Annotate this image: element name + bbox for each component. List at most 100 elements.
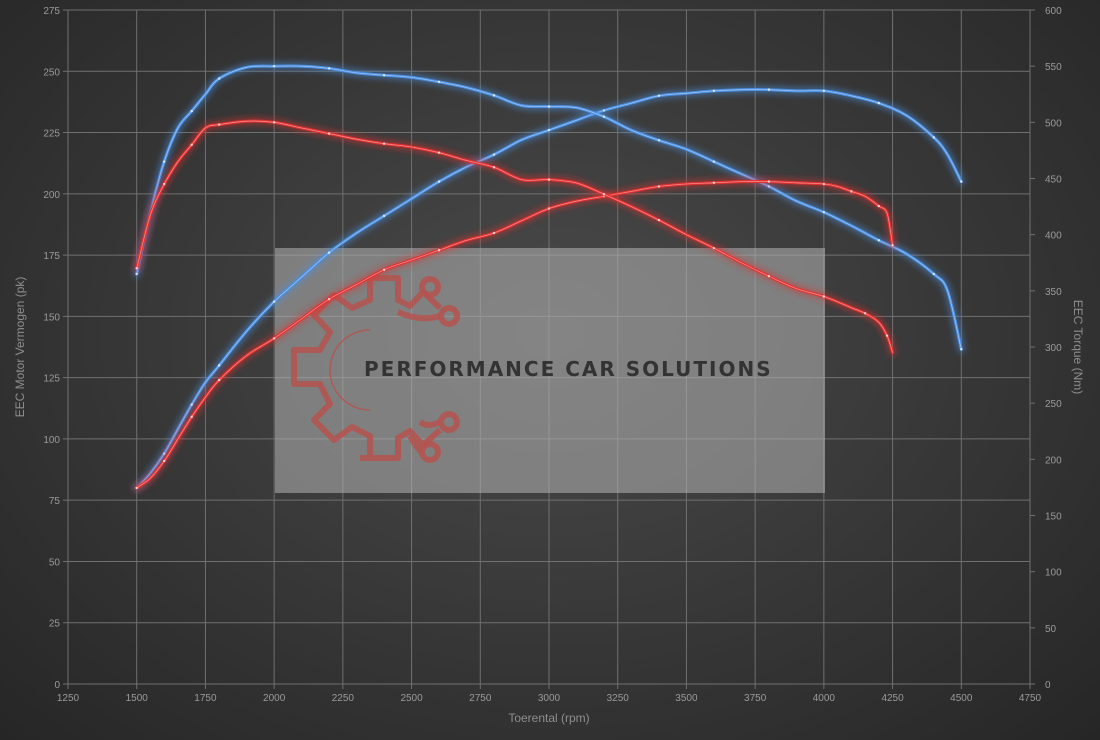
data-point [492,94,496,97]
data-point [163,182,166,186]
data-point [327,298,331,301]
data-point [437,180,441,183]
data-point [217,77,221,80]
y-tick-label: 0 [54,680,60,691]
y-tick-label: 250 [43,67,60,78]
y-tick-label: 225 [43,129,60,140]
y-tick-label: 75 [49,496,61,507]
curves [133,62,965,492]
data-point [712,89,716,93]
data-point [863,312,867,315]
data-point [327,132,331,135]
data-point [547,128,551,132]
data-point [850,190,853,193]
data-point [492,231,496,235]
data-point [767,275,771,278]
data-point [492,153,496,156]
data-point [190,109,193,113]
y2-axis-title: EEC Torque (Nm) [1071,300,1085,394]
y2-tick-label: 50 [1045,624,1057,635]
data-point [190,143,193,146]
data-point [657,218,661,222]
gear-logo-icon [291,275,460,463]
series-line-2 [133,177,897,492]
data-point [657,139,661,142]
x-tick-label: 3750 [744,693,767,704]
data-point [135,267,138,270]
data-point [327,67,331,70]
series-line-0 [133,86,965,492]
x-tick-label: 4000 [813,693,836,704]
data-point [602,193,606,196]
x-tick-label: 4250 [881,693,904,704]
data-point [547,178,551,181]
y2-tick-label: 550 [1045,62,1062,73]
data-point [437,248,441,252]
data-point [932,272,935,276]
watermark: PERFORMANCE CAR SOLUTIONS [275,248,825,493]
y2-tick-label: 400 [1045,231,1062,242]
y-axis-title: EEC Motor Vermogen (pk) [13,277,27,418]
data-point [960,348,963,351]
data-point [190,403,193,406]
series-line-1 [133,62,965,353]
x-axis-title: Toerental (rpm) [508,711,589,725]
data-point [822,211,826,214]
data-point [885,334,889,337]
data-point [437,80,441,84]
data-point [822,295,826,298]
data-point [382,268,386,271]
data-point [891,244,894,247]
data-point [602,109,606,112]
data-point [327,251,331,254]
data-point [657,94,661,97]
data-point [272,121,276,124]
y2-tick-label: 150 [1045,512,1062,523]
data-point [932,136,935,139]
x-tick-label: 2500 [400,693,423,704]
data-point [163,160,166,163]
data-point [960,180,963,183]
data-point [547,105,551,108]
y2-tick-label: 250 [1045,399,1062,410]
data-point [272,300,276,303]
y-tick-label: 125 [43,374,60,385]
watermark-box [275,248,825,493]
x-tick-label: 3500 [675,693,698,704]
data-point [712,246,716,250]
data-point [767,185,771,188]
y2-tick-label: 200 [1045,455,1062,466]
y-tick-label: 150 [43,312,60,323]
y2-tick-label: 450 [1045,175,1062,186]
y2-tick-label: 100 [1045,568,1062,579]
data-point [822,182,826,186]
x-tick-label: 4500 [950,693,973,704]
data-point [382,142,386,145]
x-tick-label: 2250 [332,693,355,704]
data-point [163,459,166,463]
y-tick-label: 100 [43,435,60,446]
data-point [877,239,881,242]
data-point [135,486,138,490]
y2-tick-label: 600 [1045,6,1062,17]
data-point [547,207,551,210]
data-point [657,185,661,188]
data-point [437,151,441,154]
data-point [602,115,606,118]
x-tick-label: 1750 [194,693,217,704]
data-point [382,73,386,77]
x-tick-label: 3250 [607,693,630,704]
x-tick-label: 2750 [469,693,492,704]
y2-tick-label: 500 [1045,118,1062,129]
data-point [272,64,276,68]
data-point [492,166,496,169]
data-point [272,337,276,340]
x-tick-label: 1500 [126,693,149,704]
x-tick-label: 1250 [57,693,80,704]
y-tick-label: 25 [49,619,61,630]
watermark-text: PERFORMANCE CAR SOLUTIONS [364,357,773,381]
data-point [767,88,771,91]
x-tick-label: 4750 [1019,693,1042,704]
data-point [877,204,881,208]
data-point [217,123,221,126]
